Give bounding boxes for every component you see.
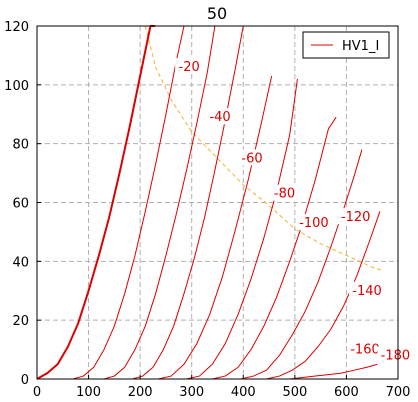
grid-lines <box>37 26 398 379</box>
curve-label: -160 <box>350 343 380 358</box>
x-tick-label: 200 <box>128 385 153 400</box>
x-tick-label: 600 <box>334 385 359 400</box>
y-tick-label: 60 <box>12 197 29 212</box>
curve-labels-group: -20 -40 -60 -80 -100 -120 -140 -160 -180 <box>175 58 414 363</box>
curve-label-background <box>175 58 204 75</box>
curve-minus-20 <box>72 25 185 380</box>
curve-minus-120 <box>212 116 337 380</box>
y-tick-label: 80 <box>12 138 29 153</box>
x-tick-label: 700 <box>386 385 411 400</box>
y-tick-label: 0 <box>21 373 29 388</box>
curve-minus-180 <box>289 363 378 380</box>
y-tick-label: 120 <box>4 20 29 35</box>
curve-label: -100 <box>299 216 329 231</box>
x-tick-label: 500 <box>282 385 307 400</box>
x-tick-label: 400 <box>231 385 256 400</box>
x-tick-label: 100 <box>76 385 101 400</box>
y-tick-label: 100 <box>4 79 29 94</box>
curve-label-background <box>349 281 386 298</box>
x-tick-label: 300 <box>179 385 204 400</box>
curve-label-background <box>295 214 332 231</box>
legend-label: HV1_I <box>342 39 379 54</box>
x-tick-label: 0 <box>33 385 41 400</box>
curve-label-background <box>270 184 299 201</box>
curve-label-background <box>238 149 267 166</box>
curve-label-background <box>337 208 374 225</box>
curve-0 <box>36 25 156 380</box>
load-line-group <box>144 25 382 271</box>
curve-label-background <box>206 108 235 125</box>
curve-label-background <box>346 340 383 357</box>
load-line <box>144 25 382 271</box>
curves-group <box>36 25 381 380</box>
curve-minus-100 <box>186 78 298 380</box>
curve-label: -40 <box>209 110 230 125</box>
curve-label: -120 <box>341 210 371 225</box>
curve-label: -140 <box>352 284 382 299</box>
curve-label: -60 <box>241 151 262 166</box>
curve-minus-40 <box>103 25 216 380</box>
legend: HV1_I <box>302 31 390 59</box>
plot-frame <box>36 25 399 380</box>
curve-minus-160 <box>266 211 381 380</box>
curve-minus-140 <box>240 149 363 380</box>
curve-label: -180 <box>381 348 411 363</box>
y-tick-label: 20 <box>12 314 29 329</box>
curve-label: -20 <box>179 60 200 75</box>
axis-ticks-group: 0 100 200 300 400 500 600 700 0 20 40 60 80 100 120 <box>4 20 410 400</box>
curve-label-background <box>377 346 414 363</box>
y-tick-label: 40 <box>12 255 29 270</box>
chart-title: 50 <box>207 4 227 23</box>
curve-label: -80 <box>274 187 295 202</box>
